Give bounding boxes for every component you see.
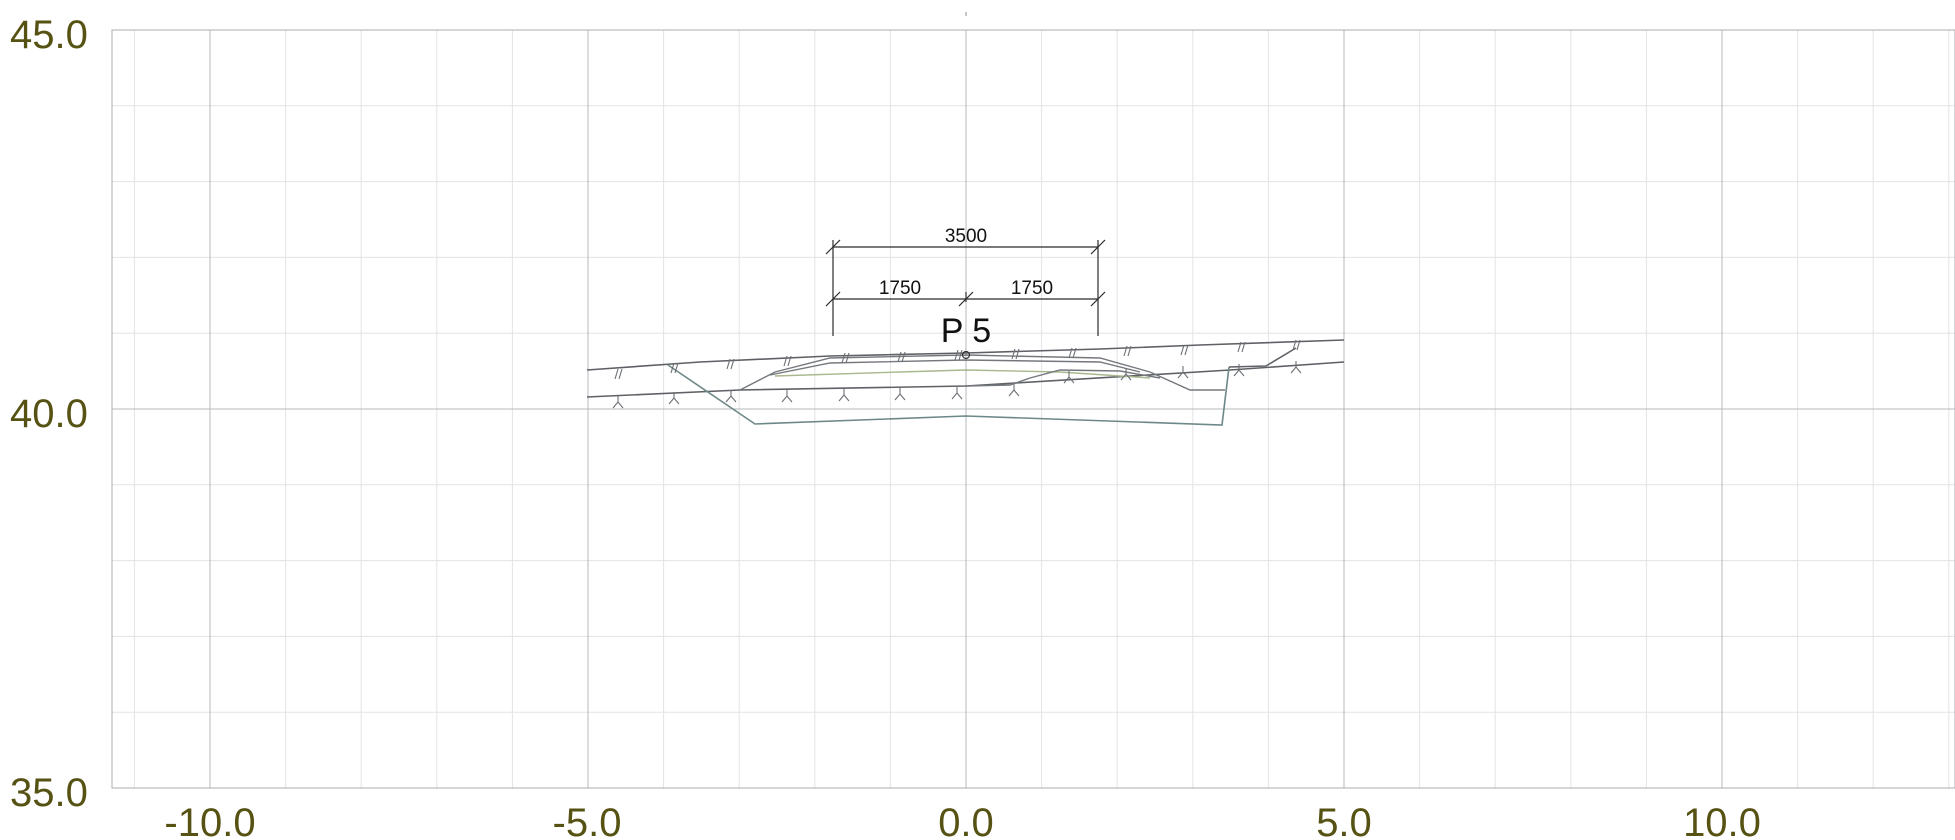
dimension-total-label: 3500 <box>945 226 987 247</box>
x-tick-label: 5.0 <box>1316 801 1372 840</box>
cross-section-profile <box>586 339 1345 426</box>
dimension-annotations: 3500 1750 1750 <box>825 226 1106 336</box>
dimension-left-label: 1750 <box>879 278 921 299</box>
earth-hatch-symbols <box>612 361 1302 409</box>
center-point-marker <box>961 350 971 360</box>
ground-right-kink <box>1228 347 1297 368</box>
grass-hatch-symbol <box>670 362 679 374</box>
y-axis-labels: 45.0 40.0 35.0 <box>10 13 88 815</box>
earth-hatch-symbol <box>1008 384 1020 397</box>
dimension-right-label: 1750 <box>1011 278 1053 299</box>
grass-hatch-symbol <box>1292 339 1301 351</box>
ground-surface-line <box>586 339 1345 371</box>
y-tick-label: 45.0 <box>10 13 88 57</box>
grass-hatch-symbol <box>954 349 963 361</box>
x-tick-label: -10.0 <box>164 801 255 840</box>
grass-hatch-symbol <box>897 351 906 363</box>
grass-hatch-symbols <box>614 339 1301 380</box>
road-mid-layer <box>769 359 1141 376</box>
earth-hatch-symbol <box>838 389 850 402</box>
grass-hatch-symbol <box>614 368 623 380</box>
dimension-tick <box>825 239 841 255</box>
earth-hatch-symbol <box>781 390 793 403</box>
grass-hatch-symbol <box>1123 345 1132 357</box>
dimension-tick <box>825 291 841 307</box>
earth-hatch-symbol <box>1063 371 1075 384</box>
earth-hatch-symbol <box>1233 364 1245 377</box>
dimension-tick <box>1090 291 1106 307</box>
grass-hatch-symbol <box>726 358 735 370</box>
plot-frame <box>111 29 1955 789</box>
grass-hatch-symbol <box>1180 344 1189 356</box>
grass-hatch-symbol <box>841 352 850 364</box>
dimension-tick <box>958 291 974 307</box>
station-label: P 5 <box>941 312 991 350</box>
major-grid <box>112 29 1955 789</box>
road-base-layer <box>774 369 1151 379</box>
x-tick-label: 10.0 <box>1683 801 1761 840</box>
y-tick-label: 40.0 <box>10 392 88 436</box>
earth-hatch-symbol <box>1177 366 1189 379</box>
earth-hatch-symbol <box>612 396 624 409</box>
y-tick-label: 35.0 <box>10 771 88 815</box>
grass-hatch-symbol <box>1068 347 1077 359</box>
earth-hatch-symbol <box>668 392 680 405</box>
earth-hatch-symbol <box>725 390 737 403</box>
earth-hatch-symbol <box>1290 361 1302 374</box>
x-tick-label: -5.0 <box>553 801 622 840</box>
grass-hatch-symbol <box>1237 341 1246 353</box>
grass-hatch-symbol <box>1011 348 1020 360</box>
road-top-layer <box>739 354 1225 391</box>
x-tick-label: 0.0 <box>938 801 994 840</box>
earth-hatch-symbol <box>894 388 906 401</box>
dimension-tick <box>1090 239 1106 255</box>
earth-hatch-symbol <box>951 387 963 400</box>
road-base-lower-line <box>965 369 1161 387</box>
earth-hatch-symbol <box>1120 368 1132 381</box>
x-axis-labels: -10.0 -5.0 0.0 5.0 10.0 <box>164 801 1761 840</box>
grass-hatch-symbol <box>783 355 792 367</box>
excavation-outline <box>667 364 1230 426</box>
